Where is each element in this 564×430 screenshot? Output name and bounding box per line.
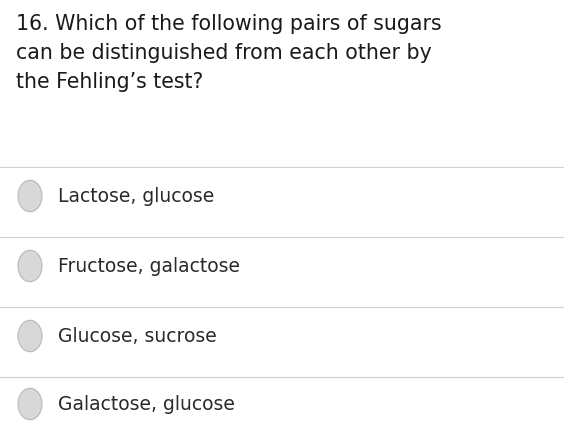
Text: 16. Which of the following pairs of sugars
can be distinguished from each other : 16. Which of the following pairs of suga…	[16, 14, 442, 92]
Text: Glucose, sucrose: Glucose, sucrose	[58, 327, 217, 346]
Text: Lactose, glucose: Lactose, glucose	[58, 187, 214, 206]
Ellipse shape	[18, 388, 42, 420]
Text: Galactose, glucose: Galactose, glucose	[58, 395, 235, 414]
Ellipse shape	[18, 181, 42, 212]
Text: Fructose, galactose: Fructose, galactose	[58, 257, 240, 276]
Ellipse shape	[18, 251, 42, 282]
Ellipse shape	[18, 320, 42, 352]
